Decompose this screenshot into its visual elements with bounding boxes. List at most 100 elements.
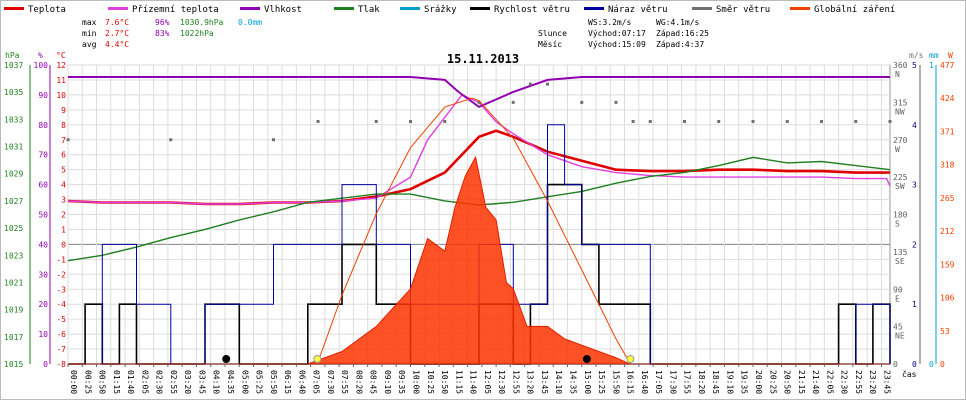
stats-max-label: max	[82, 18, 97, 27]
x-tick-label: 01:40	[126, 370, 135, 394]
x-tick-label: 13:20	[526, 370, 535, 394]
humidity-tick-label: 10	[38, 330, 48, 339]
radiation-tick-label: 53	[940, 327, 950, 336]
x-tick-label: 05:25	[255, 370, 264, 394]
x-tick-label: 08:20	[354, 370, 363, 394]
series-vlhkost	[68, 76, 890, 109]
wind-direction-tick-label: 270	[893, 136, 908, 145]
info-wind: WS:3.2m/s	[588, 18, 632, 27]
chart-title: 15.11.2013	[447, 52, 519, 66]
temperature-tick-label: -1	[56, 255, 66, 264]
x-tick-label: 12:05	[483, 370, 492, 394]
humidity-tick-label: 0	[43, 360, 48, 369]
humidity-tick-label: 100	[34, 61, 49, 70]
legend-item-smer-vetru: Směr větru	[692, 5, 770, 15]
temperature-tick-label: -3	[56, 285, 66, 294]
x-tick-label: 02:05	[140, 370, 149, 394]
legend-swatch	[108, 7, 128, 10]
x-tick-label: 08:45	[369, 370, 378, 394]
x-tick-label: 12:55	[511, 370, 520, 394]
legend-swatch	[470, 7, 490, 10]
compass-label: N	[895, 70, 900, 79]
x-tick-label: 15:25	[597, 370, 606, 394]
temperature-tick-label: 4	[61, 181, 66, 190]
legend-label: Náraz větru	[608, 5, 668, 15]
x-tick-label: 19:10	[725, 370, 734, 394]
series-smer-vetru-point	[528, 82, 532, 86]
wind-speed-tick-label: 0	[912, 360, 917, 369]
legend-label: Tlak	[358, 5, 380, 15]
x-tick-label: 10:25	[426, 370, 435, 394]
x-tick-label: 20:00	[754, 370, 763, 394]
x-tick-label: 01:15	[112, 370, 121, 394]
pressure-tick-label: 1027	[4, 197, 23, 206]
radiation-tick-label: 424	[940, 94, 955, 103]
legend-swatch	[334, 7, 354, 10]
x-axis-unit: čas	[902, 369, 917, 379]
series-smer-vetru-point	[614, 100, 618, 104]
unit-radiation: W	[948, 51, 953, 60]
stats-avg-label: avg	[82, 40, 97, 49]
series-smer-vetru-point	[648, 119, 652, 123]
radiation-tick-label: 0	[940, 360, 945, 369]
x-tick-label: 13:45	[540, 370, 549, 394]
x-tick-label: 02:30	[155, 370, 164, 394]
wind-speed-tick-label: 4	[912, 121, 917, 130]
legend-label: Rychlost větru	[494, 5, 570, 15]
series-smer-vetru-point	[272, 138, 275, 142]
series-smer-vetru-point	[854, 119, 858, 123]
compass-label: W	[895, 145, 900, 154]
stats-min-hum: 83%	[155, 29, 170, 38]
pressure-tick-label: 1019	[4, 306, 23, 315]
legend-swatch	[692, 7, 712, 10]
series-smer-vetru-point	[580, 100, 584, 104]
temperature-tick-label: 1	[61, 225, 66, 234]
x-tick-label: 07:30	[326, 370, 335, 394]
series-smer-vetru-point	[409, 119, 412, 123]
pressure-tick-label: 1037	[4, 61, 23, 70]
stats-min-temp: 2.7°C	[105, 29, 129, 38]
radiation-tick-label: 106	[940, 294, 955, 303]
x-tick-label: 15:50	[611, 370, 620, 394]
series-globalni-zareni	[68, 155, 890, 365]
x-tick-label: 10:00	[412, 370, 421, 394]
x-tick-label: 06:15	[283, 370, 292, 394]
x-tick-label: 09:10	[383, 370, 392, 394]
series-smer-vetru-point	[477, 100, 481, 104]
series-smer-vetru-point	[316, 119, 320, 123]
wind-direction-tick-label: 135	[893, 248, 908, 257]
temperature-tick-label: -6	[56, 330, 66, 339]
legend-label: Teplota	[28, 5, 66, 15]
compass-label: S	[895, 220, 900, 229]
wind-direction-tick-label: 0	[893, 360, 898, 369]
x-tick-label: 22:05	[825, 370, 834, 394]
radiation-tick-label: 212	[940, 227, 955, 236]
x-tick-label: 17:05	[654, 370, 663, 394]
legend-swatch	[400, 7, 420, 10]
stats-max-rain: 0.0mm	[238, 18, 262, 27]
unit-pressure: hPa	[5, 51, 20, 60]
x-tick-label: 05:00	[240, 370, 249, 394]
stats-min-label: min	[82, 29, 97, 38]
legend-label: Vlhkost	[264, 5, 302, 15]
info-sunrise: Východ:07:17	[588, 29, 646, 38]
stats-block: max 7.6°C 96% 1030.9hPa 0.0mm min 2.7°C …	[82, 18, 262, 49]
rain-tick-label: 1	[929, 61, 934, 70]
wind-direction-tick-label: 315	[893, 98, 908, 107]
x-tick-label: 03:45	[197, 370, 206, 394]
compass-label: NW	[895, 107, 905, 116]
x-tick-label: 12:30	[497, 370, 506, 394]
x-tick-label: 14:35	[568, 370, 577, 394]
axes: 1211109876543210-1-2-3-4-5-6-7-810371035…	[4, 61, 955, 369]
sunrise-marker	[313, 355, 322, 363]
legend-item-naraz-vetru: Náraz větru	[584, 5, 668, 15]
x-tick-label: 18:45	[711, 370, 720, 394]
x-axis-ticks: 00:00 00:25 00:50 01:15 01:40 02:05 02:30 02:55…	[67, 364, 891, 394]
series-smer-vetru-point	[374, 119, 378, 123]
series-theoretical-radiation	[316, 97, 631, 365]
x-tick-label: 16:40	[640, 370, 649, 394]
legend-item-prizemni-teplota: Přízemní teplota	[108, 5, 219, 15]
temperature-tick-label: 5	[61, 166, 66, 175]
x-tick-label: 10:50	[440, 370, 449, 394]
